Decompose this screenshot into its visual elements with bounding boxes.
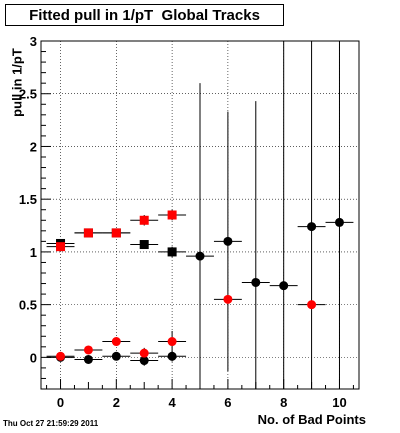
y-tick-label: 2 (30, 139, 37, 154)
x-tick-label: 8 (280, 395, 287, 410)
marker-square (56, 242, 66, 252)
marker-circle (167, 337, 177, 347)
data-point (102, 337, 131, 347)
data-point (74, 345, 103, 355)
data-point (158, 331, 187, 353)
axis-ticks: 0 2 4 6 8 10 0 0.5 1 1.5 2 2.5 3 (19, 34, 354, 410)
x-tick-label: 10 (332, 395, 346, 410)
marker-circle (111, 351, 121, 361)
data-point (46, 351, 75, 361)
data-point (158, 351, 187, 362)
data-point (213, 294, 242, 304)
y-tick-label: 3 (30, 34, 37, 49)
data-point (186, 83, 214, 389)
x-tick-label: 4 (168, 395, 176, 410)
data-point (269, 41, 298, 389)
data-point (297, 41, 326, 389)
data-point (130, 240, 159, 250)
data-point (130, 215, 159, 226)
marker-square (111, 228, 121, 238)
data-point (130, 355, 159, 366)
data-point (130, 347, 159, 359)
marker-circle (111, 337, 121, 347)
y-axis-label: pull in 1/pT (10, 40, 25, 130)
x-tick-label: 0 (57, 395, 64, 410)
data-point (213, 111, 242, 372)
y-tick-label: 1 (30, 245, 37, 260)
marker-circle (139, 348, 149, 358)
data-point (158, 209, 187, 221)
marker-circle (251, 277, 261, 287)
data-marks (46, 41, 354, 389)
marker-circle (223, 294, 233, 304)
series-square-red (46, 209, 187, 252)
y-tick-label: 0.5 (19, 298, 37, 313)
chart-title: Fitted pull in 1/pT Global Tracks (29, 7, 260, 24)
timestamp: Thu Oct 27 21:59:29 2011 (3, 419, 99, 428)
data-point (102, 351, 131, 361)
y-tick-label: 2.5 (19, 87, 37, 102)
title-box: Fitted pull in 1/pT Global Tracks (5, 4, 284, 26)
marker-circle (139, 356, 149, 366)
marker-square (167, 247, 177, 257)
marker-circle (83, 345, 93, 355)
marker-circle (279, 281, 289, 291)
data-point (74, 354, 103, 364)
marker-circle (83, 354, 93, 364)
y-tick-label: 1.5 (19, 192, 37, 207)
series-circle-red (46, 294, 326, 361)
marker-square (139, 215, 149, 225)
marker-circle (334, 217, 344, 227)
data-point (102, 228, 131, 238)
data-point (325, 41, 354, 389)
x-tick-label: 2 (113, 395, 120, 410)
y-axis-label-text: pull in 1/pT (9, 48, 25, 117)
marker-square (83, 228, 93, 238)
data-point (297, 300, 326, 310)
marker-circle (195, 251, 205, 261)
data-point (158, 246, 187, 258)
x-tick-label: 6 (224, 395, 231, 410)
marker-circle (56, 351, 66, 361)
marker-square (167, 210, 177, 220)
marker-square (139, 240, 149, 250)
marker-circle (167, 351, 177, 361)
data-point (241, 101, 270, 389)
data-point (74, 228, 103, 238)
marker-circle (307, 222, 317, 232)
data-point (46, 242, 75, 252)
marker-circle (223, 236, 233, 246)
y-tick-label: 0 (30, 350, 37, 365)
x-axis-label: No. of Bad Points (257, 412, 366, 427)
marker-circle (307, 300, 317, 310)
